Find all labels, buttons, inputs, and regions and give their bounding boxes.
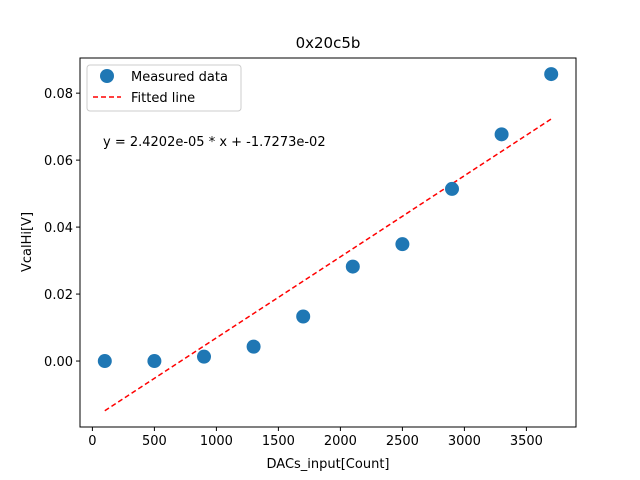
legend: Measured data Fitted line	[86, 64, 242, 112]
legend-label-fitted-line: Fitted line	[131, 91, 195, 106]
plot-area: 0 500 1000 1500 2000 2500 3000 3500 0.00 0.02 0.04…	[44, 57, 577, 449]
data-point	[445, 181, 459, 196]
data-point	[544, 67, 559, 82]
y-tick-label: 0.00	[44, 355, 73, 370]
y-tick-label: 0.08	[44, 87, 73, 102]
x-tick-label: 1500	[262, 434, 295, 449]
axes-frame	[79, 57, 577, 428]
y-tick-label: 0.06	[44, 154, 73, 169]
x-tick-label: 2500	[386, 434, 419, 449]
fit-equation-annotation: y = 2.4202e-05 * x + -1.7273e-02	[103, 135, 326, 150]
legend-marker-measured-data	[100, 69, 114, 83]
x-tick-label: 500	[142, 434, 167, 449]
x-tick-label: 1000	[200, 434, 233, 449]
x-tick-label: 3000	[448, 434, 481, 449]
data-point	[197, 349, 211, 364]
y-tick-label: 0.02	[44, 288, 73, 303]
data-point	[395, 237, 410, 252]
data-point	[296, 309, 311, 324]
data-point	[97, 354, 112, 369]
data-point	[345, 259, 360, 274]
y-axis-label: VcalHi[V]	[20, 212, 35, 272]
x-axis-label: DACs_input[Count]	[267, 457, 390, 472]
fitted-line	[104, 118, 552, 412]
x-tick-label: 3500	[510, 434, 543, 449]
x-tick-label: 2000	[324, 434, 357, 449]
chart-title: 0x20c5b	[296, 34, 361, 52]
data-point	[147, 354, 162, 369]
legend-label-measured-data: Measured data	[131, 70, 228, 85]
x-tick-label: 0	[88, 434, 96, 449]
legend-frame	[86, 64, 242, 112]
data-point	[246, 339, 261, 354]
y-tick-label: 0.04	[44, 221, 73, 236]
data-point	[494, 127, 509, 142]
